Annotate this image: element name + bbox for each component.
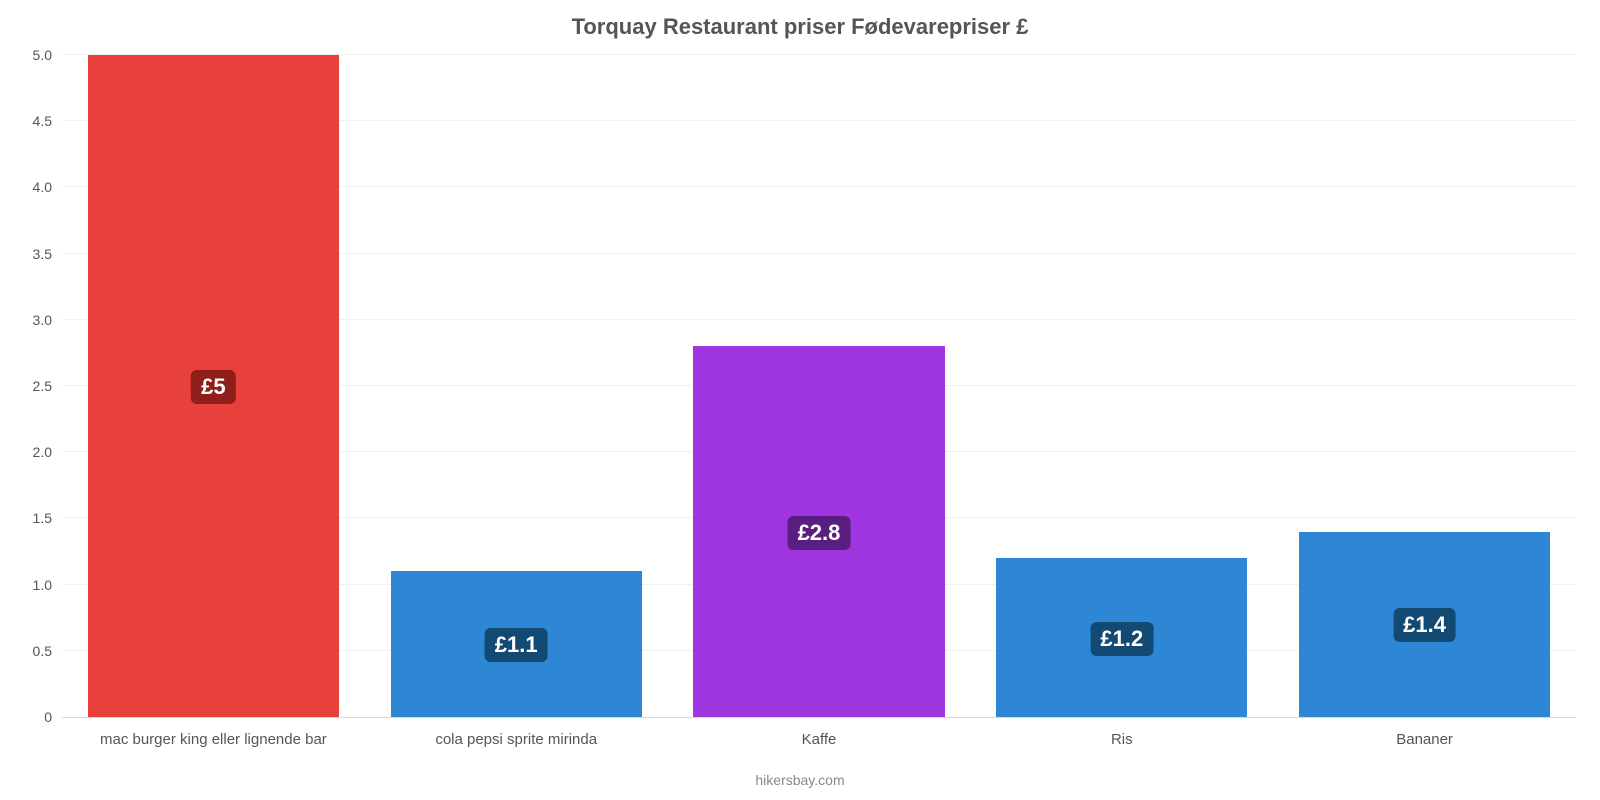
value-badge: £1.1 (485, 628, 548, 662)
bar-slot: £1.4Bananer (1273, 56, 1576, 717)
y-tick-label: 0.5 (33, 643, 62, 659)
y-tick-label: 2.5 (33, 378, 62, 394)
y-tick-label: 3.0 (33, 312, 62, 328)
bars-group: £5mac burger king eller lignende bar£1.1… (62, 56, 1576, 717)
x-axis-label: mac burger king eller lignende bar (100, 717, 327, 748)
y-tick-label: 2.0 (33, 444, 62, 460)
value-badge: £1.2 (1090, 622, 1153, 656)
bar-slot: £1.2Ris (970, 56, 1273, 717)
bar-slot: £1.1cola pepsi sprite mirinda (365, 56, 668, 717)
x-axis-label: cola pepsi sprite mirinda (435, 717, 597, 748)
y-tick-label: 1.0 (33, 577, 62, 593)
x-axis-label: Bananer (1396, 717, 1453, 748)
chart-footer: hikersbay.com (755, 772, 844, 788)
bar-slot: £5mac burger king eller lignende bar (62, 56, 365, 717)
chart-container: Torquay Restaurant priser Fødevarepriser… (0, 0, 1600, 800)
value-badge: £5 (191, 370, 235, 404)
bar-slot: £2.8Kaffe (668, 56, 971, 717)
y-tick-label: 4.5 (33, 113, 62, 129)
chart-title: Torquay Restaurant priser Fødevarepriser… (0, 0, 1600, 40)
value-badge: £2.8 (788, 516, 851, 550)
y-tick-label: 4.0 (33, 179, 62, 195)
value-badge: £1.4 (1393, 608, 1456, 642)
y-tick-label: 5.0 (33, 47, 62, 63)
plot-area: 00.51.01.52.02.53.03.54.04.55.0 £5mac bu… (62, 56, 1576, 718)
y-tick-label: 1.5 (33, 510, 62, 526)
x-axis-label: Ris (1111, 717, 1133, 748)
y-tick-label: 0 (44, 709, 62, 725)
x-axis-label: Kaffe (802, 717, 837, 748)
y-tick-label: 3.5 (33, 246, 62, 262)
